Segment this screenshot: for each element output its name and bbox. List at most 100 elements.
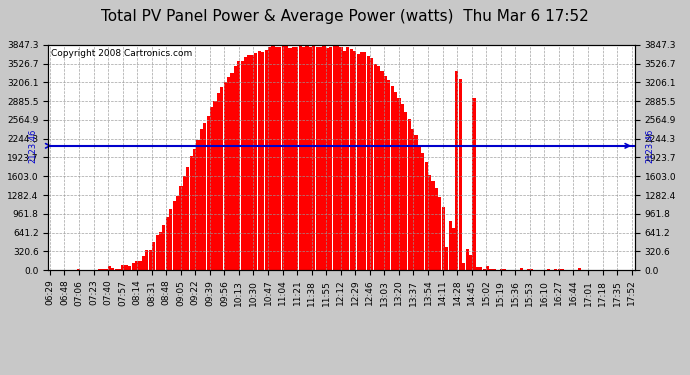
Bar xyxy=(142,256,145,270)
Bar xyxy=(503,269,506,270)
Bar xyxy=(322,45,326,270)
Bar xyxy=(391,86,394,270)
Bar xyxy=(422,153,424,270)
Bar xyxy=(148,250,152,270)
Bar xyxy=(500,269,503,270)
Bar xyxy=(121,266,125,270)
Bar xyxy=(482,268,486,270)
Bar xyxy=(275,47,278,270)
Bar xyxy=(176,196,179,270)
Bar xyxy=(547,269,551,270)
Bar xyxy=(476,267,479,270)
Bar xyxy=(234,66,237,270)
Bar xyxy=(448,221,452,270)
Bar xyxy=(302,47,305,270)
Bar xyxy=(397,98,401,270)
Bar xyxy=(353,51,356,270)
Bar xyxy=(193,149,196,270)
Bar xyxy=(364,52,366,270)
Bar xyxy=(251,55,254,270)
Bar xyxy=(203,123,206,270)
Bar xyxy=(186,167,189,270)
Bar xyxy=(333,45,336,270)
Bar xyxy=(469,255,472,270)
Bar xyxy=(132,263,135,270)
Bar xyxy=(357,54,359,270)
Bar xyxy=(206,116,210,270)
Bar xyxy=(306,45,308,270)
Bar xyxy=(387,80,391,270)
Bar xyxy=(493,269,496,270)
Bar xyxy=(367,56,370,270)
Bar xyxy=(268,47,271,270)
Bar xyxy=(373,63,377,270)
Bar xyxy=(155,235,159,270)
Bar xyxy=(401,104,404,270)
Bar xyxy=(578,268,581,270)
Bar xyxy=(224,82,227,270)
Bar xyxy=(442,207,445,270)
Bar xyxy=(531,268,533,270)
Bar xyxy=(315,46,319,270)
Bar xyxy=(452,228,455,270)
Bar xyxy=(466,249,469,270)
Bar xyxy=(241,61,244,270)
Bar xyxy=(197,141,199,270)
Bar xyxy=(428,175,431,270)
Bar xyxy=(183,176,186,270)
Bar xyxy=(111,268,115,270)
Bar xyxy=(394,92,397,270)
Bar xyxy=(166,217,169,270)
Bar xyxy=(319,47,322,270)
Bar xyxy=(179,186,183,270)
Bar xyxy=(527,269,530,270)
Bar xyxy=(227,77,230,270)
Bar xyxy=(210,107,213,270)
Bar xyxy=(125,265,128,270)
Bar xyxy=(459,79,462,270)
Bar xyxy=(295,47,298,270)
Bar xyxy=(237,61,240,270)
Bar xyxy=(139,261,141,270)
Bar xyxy=(424,162,428,270)
Bar xyxy=(292,47,295,270)
Bar xyxy=(329,48,333,270)
Bar xyxy=(339,47,343,270)
Bar xyxy=(190,156,193,270)
Bar xyxy=(285,45,288,270)
Bar xyxy=(489,269,493,270)
Bar xyxy=(438,197,442,270)
Bar xyxy=(384,76,387,270)
Bar xyxy=(264,50,268,270)
Bar xyxy=(271,46,275,270)
Bar xyxy=(248,56,250,270)
Bar xyxy=(278,47,282,270)
Bar xyxy=(282,45,285,270)
Bar xyxy=(479,267,482,270)
Bar xyxy=(415,135,417,270)
Bar xyxy=(326,48,329,270)
Bar xyxy=(115,268,118,270)
Bar xyxy=(257,51,261,270)
Bar xyxy=(360,52,363,270)
Bar xyxy=(350,49,353,270)
Bar xyxy=(104,269,108,270)
Text: Copyright 2008 Cartronics.com: Copyright 2008 Cartronics.com xyxy=(51,50,193,58)
Bar xyxy=(244,57,247,270)
Bar xyxy=(255,53,257,270)
Bar xyxy=(172,201,176,270)
Bar xyxy=(343,51,346,270)
Bar xyxy=(558,269,561,270)
Bar xyxy=(169,209,172,270)
Bar xyxy=(200,129,203,270)
Bar xyxy=(220,87,224,270)
Bar xyxy=(520,268,523,270)
Bar xyxy=(162,225,166,270)
Bar xyxy=(288,48,292,270)
Bar xyxy=(404,112,407,270)
Bar xyxy=(101,269,104,270)
Bar xyxy=(473,99,475,270)
Bar xyxy=(431,181,435,270)
Bar xyxy=(370,58,373,270)
Bar xyxy=(435,188,438,270)
